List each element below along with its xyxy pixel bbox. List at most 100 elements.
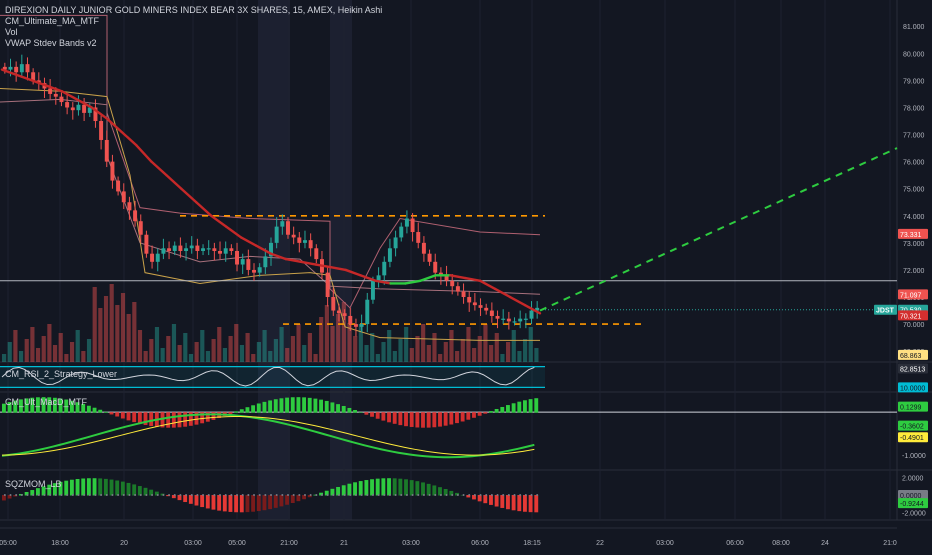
volume-bar [222, 348, 228, 362]
rsi-pane-title[interactable]: CM_RSI_2_Strategy_Lower [5, 369, 118, 379]
macd-hist-bar [35, 397, 40, 413]
sqz-dot [456, 494, 459, 496]
sqz-hist-bar [415, 481, 420, 496]
time-tick-label: 03:00 [184, 540, 202, 547]
volume-bar [517, 351, 522, 362]
sqz-hist-bar [211, 495, 216, 510]
candle-body [218, 250, 223, 254]
candle-body [2, 66, 7, 70]
sqz-hist-bar [523, 495, 527, 512]
sqz-dot [162, 494, 165, 496]
sqz-hist-bar [177, 495, 182, 501]
candle-body [472, 302, 477, 306]
volume-bar [103, 296, 109, 362]
sqz-dot [122, 494, 125, 496]
candle-body [302, 240, 307, 243]
price-tick-label: 73.000 [903, 241, 925, 248]
sqz-hist-bar [239, 495, 244, 513]
sqz-dot [536, 494, 539, 496]
sqz-hist-bar [171, 495, 176, 499]
candle-body [438, 272, 443, 276]
volume-bar [324, 305, 329, 362]
volume-bar [313, 354, 318, 362]
volume-bar [64, 354, 69, 362]
rsi-band [0, 366, 545, 388]
indicator-vwap-bands[interactable]: VWAP Stdev Bands v2 [5, 38, 97, 48]
sqz-dot [105, 494, 108, 496]
squeeze-pane-title[interactable]: SQZMOM_LB [5, 479, 62, 489]
macd-hist-bar [81, 403, 86, 413]
macd-hist-bar [75, 402, 80, 413]
sqz-hist-bar [534, 495, 539, 513]
candle-body [455, 286, 460, 292]
sqz-dot [354, 494, 357, 496]
indicator-ultimate-ma[interactable]: CM_Ultimate_MA_MTF [5, 16, 100, 26]
candle-body [195, 245, 200, 251]
volume-bar [120, 293, 126, 362]
candle-body [529, 310, 534, 319]
volume-bar [341, 302, 346, 362]
volume-bar [307, 333, 312, 362]
volume-bar [52, 345, 58, 362]
volume-bar [449, 330, 454, 362]
volume-bar [494, 333, 499, 362]
sqz-hist-bar [358, 481, 363, 496]
symbol-title[interactable]: DIREXION DAILY JUNIOR GOLD MINERS INDEX … [5, 5, 383, 15]
session-band-1 [330, 0, 352, 520]
indicator-volume[interactable]: Vol [5, 27, 18, 37]
ma-line-segment [0, 68, 19, 77]
volume-bar [81, 351, 86, 362]
macd-hist-bar [245, 407, 250, 413]
time-tick-label: 03:00 [656, 540, 674, 547]
macd-hist-bar [443, 412, 448, 426]
macd-hist-bar [132, 412, 137, 423]
ma-line-segment [30, 79, 49, 88]
sqz-dot [366, 494, 369, 496]
price-label [898, 310, 928, 321]
time-tick-label: 03:00 [402, 540, 420, 547]
volume-bar [387, 330, 392, 362]
sqz-dot [332, 494, 335, 496]
volume-bar [477, 336, 482, 362]
macd-hist-bar [466, 412, 471, 420]
candle-body [167, 248, 172, 251]
macd-hist-bar [24, 398, 29, 413]
sqz-dot [94, 494, 97, 496]
sqz-hist-bar [81, 478, 86, 496]
macd-pane-title[interactable]: CM_Ult_MacD_MTF [5, 397, 88, 407]
macd-hist-bar [500, 406, 505, 413]
macd-hist-bar [477, 412, 482, 416]
sqz-dot [117, 494, 120, 496]
sqz-dot [264, 494, 267, 496]
volume-bar [177, 345, 182, 362]
sqz-dot [507, 494, 510, 496]
price-label-text: 68.863 [900, 353, 922, 360]
ma-line-segment [105, 117, 123, 134]
sqz-hist-bar [455, 492, 459, 496]
sqz-dot [247, 494, 250, 496]
sqz-hist-bar [262, 495, 267, 511]
candle-body [274, 226, 279, 243]
volume-bar [534, 348, 539, 362]
ma-line-segment [135, 144, 153, 163]
time-tick-label: 18:15 [523, 540, 541, 547]
candle-body [325, 272, 330, 298]
sqz-dot [196, 494, 199, 496]
sqz-dot [417, 494, 420, 496]
sqz-dot [485, 494, 488, 496]
sqz-hist-bar [143, 487, 148, 496]
macd-hist-bar [262, 401, 267, 413]
sqz-hist-bar [69, 479, 74, 496]
candle-body [308, 240, 313, 249]
volume-bar [460, 339, 465, 362]
candle-body [342, 313, 347, 316]
sqz-dot [281, 494, 284, 496]
candle-body [150, 253, 155, 262]
chart-legend: DIREXION DAILY JUNIOR GOLD MINERS INDEX … [5, 5, 382, 49]
candle-body [246, 259, 251, 270]
ma-line-segment [404, 279, 422, 285]
volume-bar [98, 308, 103, 362]
sqz-hist-bar [245, 495, 250, 513]
